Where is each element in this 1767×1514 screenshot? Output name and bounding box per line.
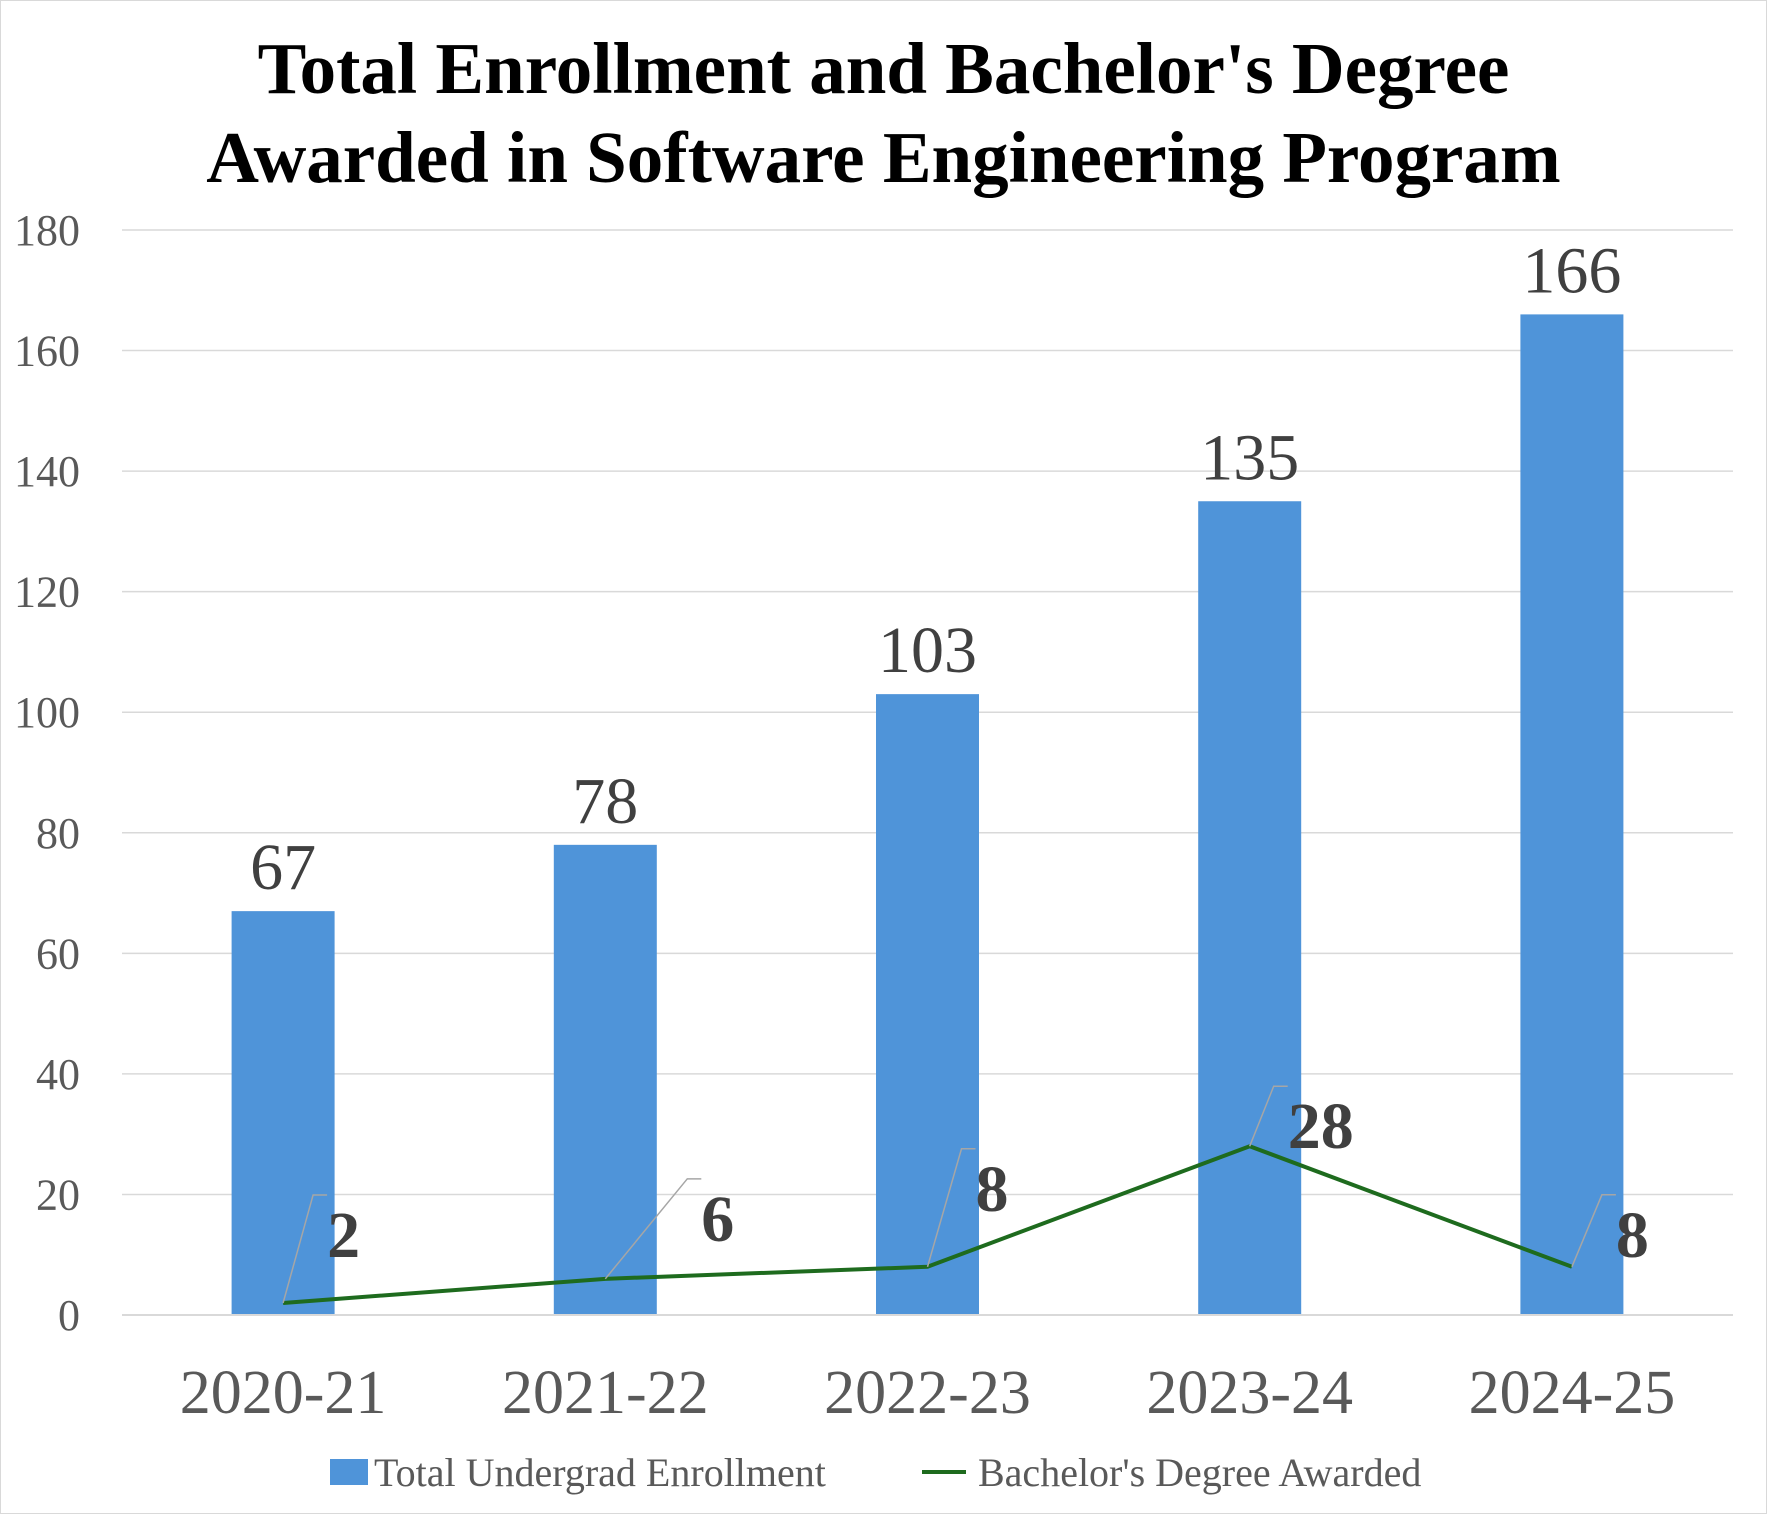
y-tick-label: 20 [36, 1170, 80, 1219]
legend-label-degrees: Bachelor's Degree Awarded [978, 1450, 1421, 1495]
chart-title: Total Enrollment and Bachelor's Degree A… [0, 24, 1767, 202]
y-tick-label: 120 [14, 568, 80, 617]
bars [231, 314, 1624, 1315]
x-tick-label: 2021-22 [502, 1359, 709, 1427]
data-labels: 67 78 103 135 166 2 6 8 28 8 [250, 234, 1649, 1272]
chart-title-line-2: Awarded in Software Engineering Program [206, 117, 1561, 198]
bar-value-label: 78 [572, 765, 638, 838]
bar-2023-24 [1198, 501, 1302, 1315]
legend: Total Undergrad Enrollment Bachelor's Deg… [330, 1450, 1421, 1495]
y-tick-label: 100 [14, 688, 80, 737]
bar-2022-23 [876, 694, 979, 1315]
bar-value-label: 135 [1200, 421, 1299, 494]
y-tick-label: 160 [14, 327, 80, 376]
y-tick-label: 180 [14, 206, 80, 255]
x-tick-label: 2023-24 [1146, 1359, 1353, 1427]
legend-swatch-enrollment [330, 1459, 368, 1485]
bar-value-label: 67 [250, 831, 316, 904]
y-tick-label: 80 [36, 809, 80, 858]
leader-line [1249, 1085, 1288, 1147]
bar-2020-21 [231, 911, 335, 1315]
y-tick-label: 140 [14, 447, 80, 496]
x-axis: 2020-21 2021-22 2022-23 2023-24 2024-25 [122, 1314, 1733, 1427]
y-tick-label: 60 [36, 929, 80, 978]
leader-line [604, 1178, 702, 1280]
legend-label-enrollment: Total Undergrad Enrollment [374, 1450, 826, 1495]
bar-2024-25 [1520, 314, 1624, 1315]
line-value-label: 8 [1616, 1199, 1649, 1272]
line-value-label: 6 [701, 1183, 734, 1256]
x-tick-label: 2020-21 [180, 1359, 387, 1427]
line-value-label: 8 [976, 1153, 1009, 1226]
line-series [282, 1085, 1616, 1305]
leader-line [1571, 1194, 1616, 1268]
line-value-label: 28 [1288, 1090, 1354, 1163]
y-tick-label: 40 [36, 1050, 80, 1099]
bar-value-label: 166 [1522, 234, 1621, 307]
chart-title-line-1: Total Enrollment and Bachelor's Degree [257, 28, 1510, 109]
y-tick-label: 0 [58, 1291, 80, 1340]
bar-value-label: 103 [878, 614, 977, 687]
leader-line [282, 1194, 328, 1304]
bar-2021-22 [553, 844, 657, 1315]
x-tick-label: 2022-23 [824, 1359, 1031, 1427]
leader-line [926, 1148, 976, 1267]
x-tick-label: 2024-25 [1469, 1359, 1676, 1427]
line-value-label: 2 [327, 1199, 360, 1272]
